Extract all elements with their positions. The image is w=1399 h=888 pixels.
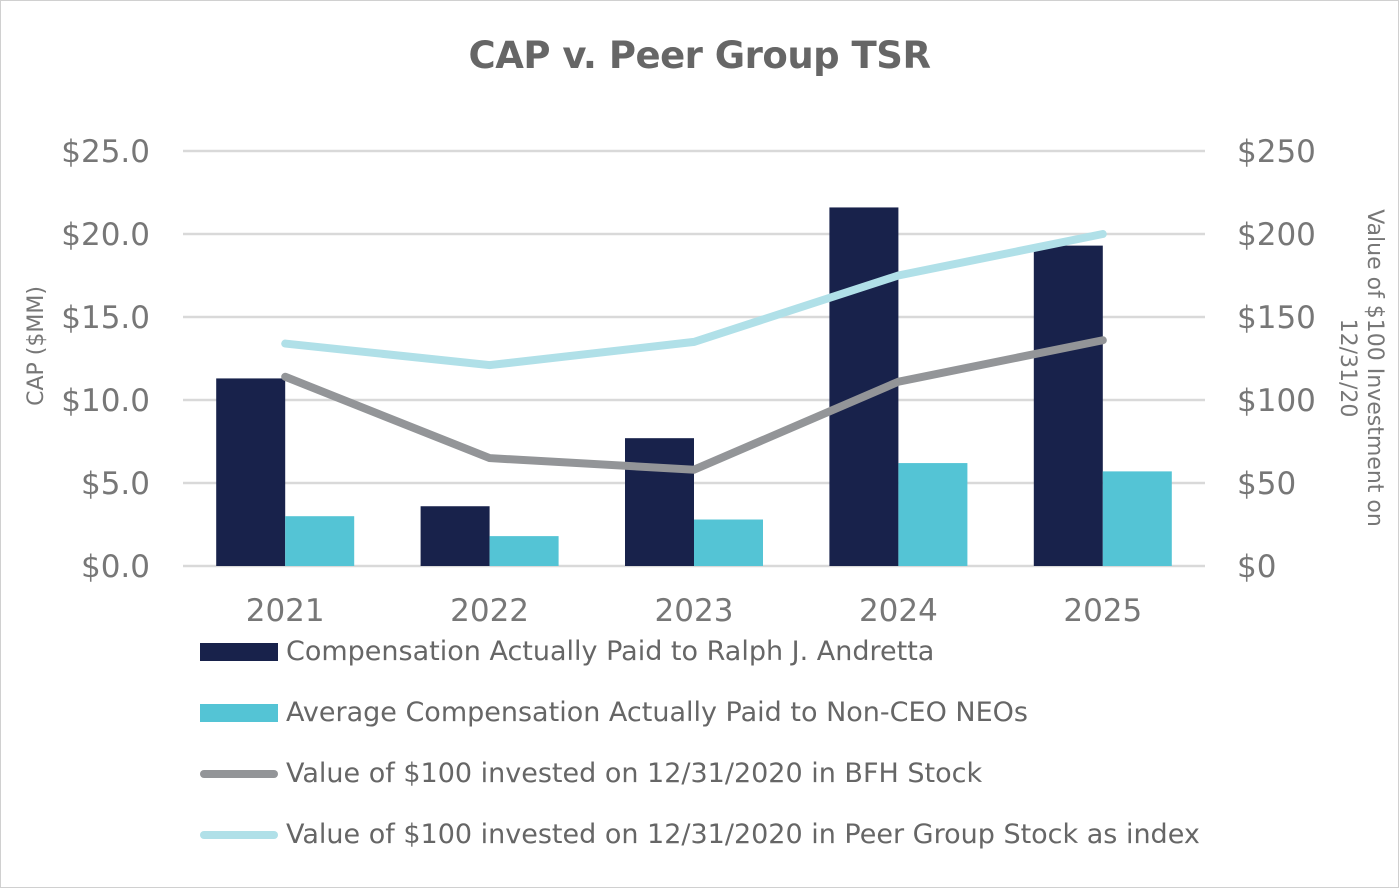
line-peer xyxy=(281,230,1107,370)
x-tick-label: 2021 xyxy=(246,593,325,629)
legend-item: Value of $100 invested on 12/31/2020 in … xyxy=(200,758,982,789)
y-tick-label: $25.0 xyxy=(61,134,150,170)
legend-label: Compensation Actually Paid to Ralph J. A… xyxy=(286,636,935,667)
bar-neo-2024 xyxy=(898,463,968,566)
legend-item: Compensation Actually Paid to Ralph J. A… xyxy=(200,636,934,667)
bar-neo-2025 xyxy=(1102,471,1172,566)
legend-item: Average Compensation Actually Paid to No… xyxy=(200,697,1028,728)
bar-neo-2021 xyxy=(285,516,355,566)
legend-label: Value of $100 invested on 12/31/2020 in … xyxy=(286,758,983,789)
legend-item: Value of $100 invested on 12/31/2020 in … xyxy=(200,819,1200,850)
y-tick-label: $0.0 xyxy=(81,549,150,585)
legend-label: Average Compensation Actually Paid to No… xyxy=(286,697,1028,728)
legend-swatch xyxy=(200,642,278,661)
y2-axis-label: Value of $100 Investment on12/31/20 xyxy=(1335,209,1387,527)
x-tick-label: 2023 xyxy=(655,593,734,629)
y-tick-label: $5.0 xyxy=(81,466,150,502)
y2-tick-label: $100 xyxy=(1237,383,1316,419)
y2-tick-label: $250 xyxy=(1237,134,1316,170)
x-tick-label: 2024 xyxy=(859,593,938,629)
y-tick-label: $20.0 xyxy=(61,217,150,253)
legend-swatch xyxy=(200,830,278,839)
y2-tick-label: $50 xyxy=(1237,466,1296,502)
bar-ceo-2025 xyxy=(1033,245,1103,566)
bar-ceo-2022 xyxy=(420,506,490,566)
bar-neo-2023 xyxy=(694,519,763,566)
bar-neo-2022 xyxy=(489,536,559,566)
x-tick-label: 2025 xyxy=(1063,593,1142,629)
y2-tick-label: $200 xyxy=(1237,217,1316,253)
legend-swatch xyxy=(200,703,278,722)
y-tick-label: $15.0 xyxy=(61,300,150,336)
y2-tick-label: $150 xyxy=(1237,300,1316,336)
bar-ceo-2023 xyxy=(625,438,694,566)
y2-tick-label: $0 xyxy=(1237,549,1276,585)
chart-title: CAP v. Peer Group TSR xyxy=(468,34,931,77)
x-tick-label: 2022 xyxy=(450,593,529,629)
legend-label: Value of $100 invested on 12/31/2020 in … xyxy=(286,819,1200,850)
y-axis-label: CAP ($MM) xyxy=(24,286,49,406)
bar-ceo-2021 xyxy=(216,378,286,566)
legend-swatch xyxy=(200,769,278,778)
y-tick-label: $10.0 xyxy=(61,383,150,419)
